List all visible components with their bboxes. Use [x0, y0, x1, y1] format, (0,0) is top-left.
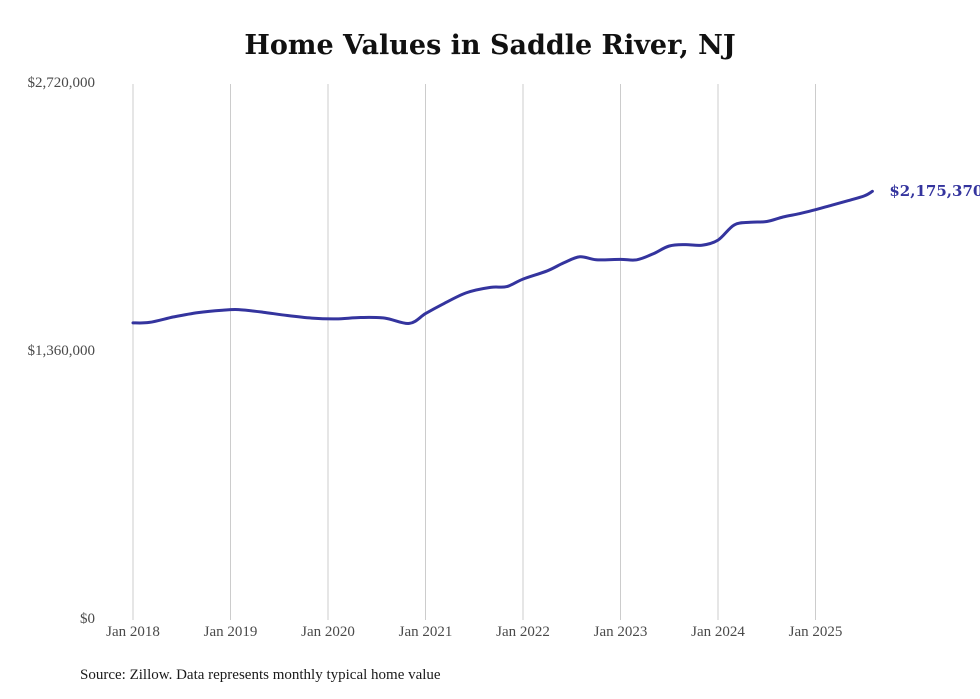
x-axis-tick-label: Jan 2020: [301, 624, 355, 640]
x-axis-tick-label: Jan 2019: [203, 624, 258, 640]
x-axis-tick-label: Jan 2022: [496, 624, 550, 640]
x-axis-tick-label: Jan 2018: [106, 624, 160, 640]
x-axis-tick-label: Jan 2025: [788, 624, 843, 640]
y-axis-tick-label: $2,720,000: [27, 75, 96, 91]
x-axis-tick-label: Jan 2021: [398, 624, 453, 640]
x-axis-tick-label: Jan 2023: [593, 624, 648, 640]
source-note: Source: Zillow. Data represents monthly …: [80, 667, 441, 683]
home-value-line-series: [131, 189, 874, 325]
y-axis-tick-label: $1,360,000: [27, 343, 96, 359]
chart-title: Home Values in Saddle River, NJ: [244, 30, 736, 61]
x-axis-tick-label: Jan 2024: [691, 624, 745, 640]
latest-value-label: $2,175,370: [889, 182, 980, 201]
y-axis-tick-label: $0: [80, 611, 95, 627]
